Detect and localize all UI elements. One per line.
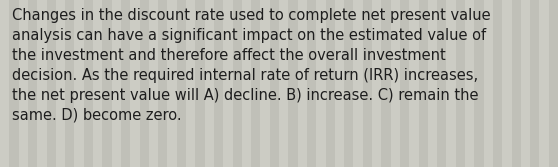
Bar (297, 0, 307, 167)
Bar (9, 0, 18, 167)
Bar (344, 0, 353, 167)
Bar (372, 0, 381, 167)
Bar (381, 0, 391, 167)
Bar (84, 0, 93, 167)
Bar (474, 0, 484, 167)
Bar (540, 0, 549, 167)
Bar (242, 0, 251, 167)
Bar (512, 0, 521, 167)
Bar (251, 0, 261, 167)
Bar (140, 0, 149, 167)
Text: Changes in the discount rate used to complete net present value
analysis can hav: Changes in the discount rate used to com… (12, 8, 491, 123)
Bar (65, 0, 74, 167)
Bar (28, 0, 37, 167)
Bar (363, 0, 372, 167)
Bar (391, 0, 400, 167)
Bar (270, 0, 279, 167)
Bar (177, 0, 186, 167)
Bar (46, 0, 56, 167)
Bar (186, 0, 195, 167)
Bar (484, 0, 493, 167)
Bar (437, 0, 446, 167)
Bar (353, 0, 363, 167)
Bar (465, 0, 474, 167)
Bar (56, 0, 65, 167)
Bar (316, 0, 325, 167)
Bar (530, 0, 540, 167)
Bar (446, 0, 456, 167)
Bar (279, 0, 288, 167)
Bar (400, 0, 409, 167)
Bar (233, 0, 242, 167)
Bar (325, 0, 335, 167)
Bar (112, 0, 121, 167)
Bar (74, 0, 84, 167)
Bar (0, 0, 9, 167)
Bar (418, 0, 428, 167)
Bar (223, 0, 233, 167)
Bar (149, 0, 158, 167)
Bar (428, 0, 437, 167)
Bar (409, 0, 418, 167)
Bar (288, 0, 297, 167)
Bar (37, 0, 46, 167)
Bar (307, 0, 316, 167)
Bar (130, 0, 140, 167)
Bar (93, 0, 102, 167)
Bar (335, 0, 344, 167)
Bar (102, 0, 112, 167)
Bar (18, 0, 28, 167)
Bar (456, 0, 465, 167)
Bar (549, 0, 558, 167)
Bar (167, 0, 177, 167)
Bar (521, 0, 530, 167)
Bar (158, 0, 167, 167)
Bar (195, 0, 205, 167)
Bar (261, 0, 270, 167)
Bar (205, 0, 214, 167)
Bar (121, 0, 130, 167)
Bar (493, 0, 502, 167)
Bar (214, 0, 223, 167)
Bar (502, 0, 512, 167)
